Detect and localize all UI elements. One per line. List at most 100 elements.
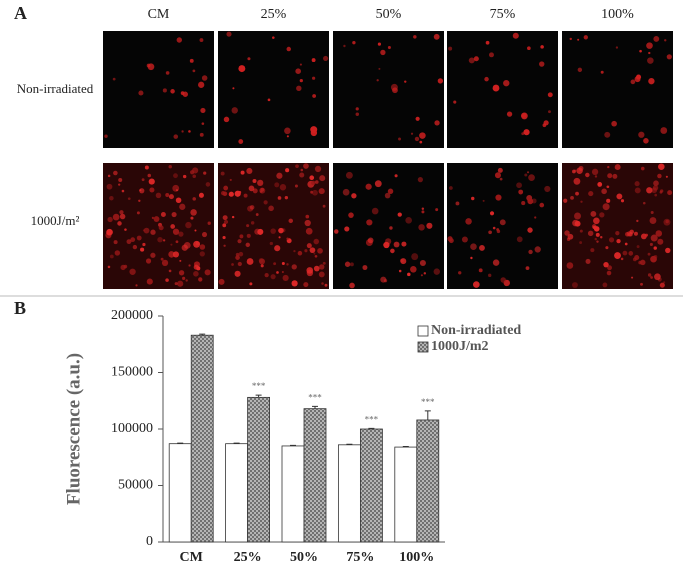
cell [607,165,610,169]
cell [355,112,360,116]
cell [285,168,290,173]
cell [291,280,298,287]
cell [267,98,271,102]
panel-label: B [14,298,26,318]
cell [112,213,120,221]
cell [647,252,651,256]
cell [193,264,199,270]
cell [655,230,663,237]
cell [263,200,268,205]
cell [419,259,426,267]
cell [147,173,152,178]
cell [238,251,244,257]
cell [190,216,194,220]
cell [276,172,283,179]
cell [544,185,551,193]
cell [640,166,645,171]
cell [606,270,612,276]
cell [107,174,111,178]
cell [222,235,226,240]
cell [665,219,669,224]
cell [526,171,530,174]
cell [193,240,201,248]
cell [175,240,179,244]
cell [494,172,501,179]
x-tick-label: 75% [346,550,374,565]
cell [310,126,318,134]
cell [634,187,641,194]
cell [387,46,391,50]
cell [614,164,621,171]
cell [602,203,610,211]
significance-label: *** [308,392,322,402]
cell [654,193,658,197]
x-tick-label: 25% [234,550,262,565]
error-bar [368,427,375,429]
cell [249,282,253,286]
cell [413,35,417,39]
cell [161,259,169,267]
cell [107,216,113,223]
cell [585,172,590,178]
cell [178,270,185,276]
cell [367,237,374,244]
cell [473,281,480,288]
cell [314,165,322,173]
cell [499,219,506,226]
cell [437,78,444,84]
error-bar [233,442,240,444]
cell [223,185,229,191]
error-bar [255,394,262,398]
cell [594,175,598,178]
cell [170,255,173,258]
cell [114,250,121,256]
y-tick-label: 150000 [111,365,153,380]
cell [390,248,395,254]
cell [200,107,206,114]
cell [380,276,387,283]
cell [223,219,229,225]
cell [653,36,660,42]
cell [563,198,568,203]
significance-label: *** [252,381,266,391]
cell [268,205,274,212]
cell [126,239,132,245]
cell [124,228,127,231]
cell [136,235,142,241]
legend-swatch [417,341,429,353]
y-tick-label: 100000 [111,421,153,436]
cell [189,58,194,63]
cell [234,270,241,277]
cell [516,182,522,189]
cell [319,175,326,182]
cell [415,116,420,121]
cell [170,89,175,94]
cell [622,250,628,256]
cell [247,57,251,61]
cell [448,238,454,244]
cell [169,251,173,255]
cell [654,273,661,281]
cell [139,188,145,194]
x-tick-label: CM [180,550,203,565]
cell [165,192,170,197]
cell [199,251,205,257]
cell [478,268,483,273]
cell [201,75,208,81]
cell [423,272,427,275]
cell [642,201,646,205]
cell [634,181,640,187]
cell [222,215,228,221]
y-tick-label: 200000 [111,308,153,323]
cell [309,175,315,181]
cell [238,65,246,73]
cell [419,140,423,144]
cell [121,189,125,193]
cell [461,236,468,243]
cell [343,44,346,48]
cell [269,241,273,246]
cell [162,239,166,242]
cell [516,236,523,243]
cell [650,211,654,215]
cell [566,262,574,269]
